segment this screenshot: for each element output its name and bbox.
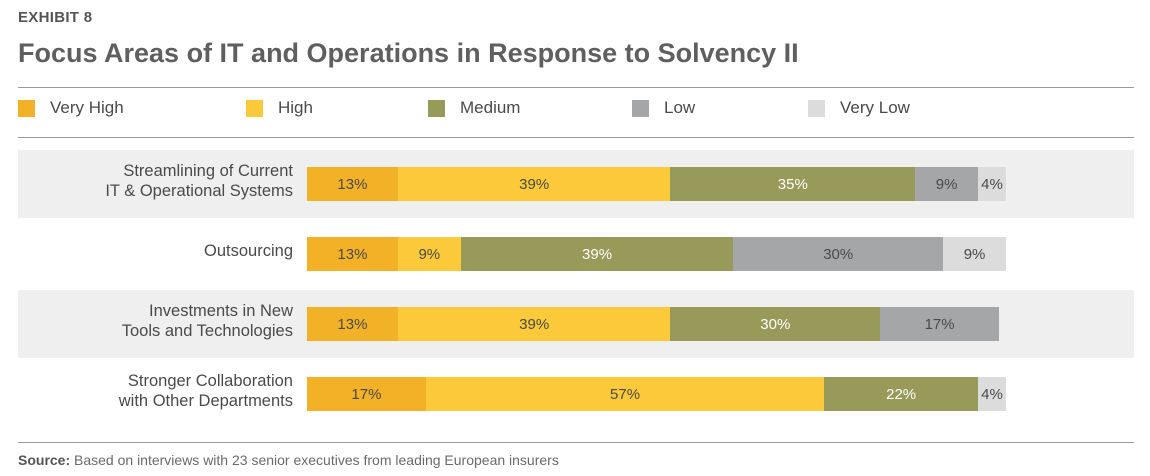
- footer-divider: [18, 442, 1134, 443]
- legend-item: Medium: [428, 98, 520, 118]
- title-divider: [18, 87, 1134, 88]
- legend-label: Low: [664, 98, 696, 117]
- legend-item: High: [246, 98, 313, 118]
- data-label: 30%: [760, 315, 791, 333]
- data-label: 9%: [963, 245, 986, 263]
- bar-segment: 30%: [670, 307, 881, 341]
- legend-swatch: [632, 99, 649, 117]
- bar-segment: 17%: [880, 307, 999, 341]
- bar-segment: 13%: [307, 307, 398, 341]
- data-label: 4%: [981, 385, 1003, 403]
- bar-segment: 9%: [397, 237, 461, 271]
- source-note: Source: Based on interviews with 23 seni…: [18, 452, 559, 468]
- legend-item: Low: [632, 98, 695, 118]
- data-label: 13%: [337, 245, 368, 263]
- legend-label: Medium: [460, 98, 521, 117]
- bar-segment: 30%: [733, 237, 944, 271]
- exhibit-label: EXHIBIT 8: [18, 9, 93, 26]
- chart-legend: Very High High Medium Low Very Low: [18, 98, 1134, 124]
- bar-segment: 22%: [824, 377, 979, 411]
- category-label: Streamlining of Current IT & Operational …: [105, 162, 293, 200]
- bar-segment: 9%: [943, 237, 1006, 271]
- legend-swatch: [18, 99, 35, 117]
- bar-segment: 4%: [978, 167, 1006, 201]
- legend-divider: [18, 137, 1134, 138]
- data-label: 30%: [823, 245, 854, 263]
- bar-segment: 39%: [397, 307, 671, 341]
- bar-segment: 9%: [915, 167, 979, 201]
- category-label: Stronger Collaboration with Other Departm…: [118, 372, 293, 410]
- data-label: 17%: [924, 315, 955, 333]
- data-label: 17%: [351, 385, 382, 403]
- legend-swatch: [428, 99, 445, 117]
- data-label: 39%: [519, 315, 550, 333]
- data-label: 4%: [981, 175, 1003, 193]
- data-label: 13%: [337, 315, 368, 333]
- bar-segment: 39%: [397, 167, 671, 201]
- category-label: Investments in New Tools and Technologies: [121, 302, 293, 340]
- data-label: 39%: [519, 175, 550, 193]
- bar-segment: 13%: [307, 167, 398, 201]
- data-label: 57%: [610, 385, 641, 403]
- legend-item: Very Low: [808, 98, 910, 118]
- category-label: Outsourcing: [204, 242, 293, 260]
- bar-segment: 35%: [670, 167, 916, 201]
- legend-label: High: [278, 98, 313, 117]
- source-text: Based on interviews with 23 senior execu…: [74, 452, 559, 468]
- legend-swatch: [808, 99, 825, 117]
- source-prefix: Source:: [18, 452, 71, 468]
- legend-swatch: [246, 99, 263, 117]
- data-label: 9%: [935, 175, 958, 193]
- bar-segment: 13%: [307, 237, 398, 271]
- data-label: 13%: [337, 175, 368, 193]
- legend-label: Very High: [50, 98, 124, 117]
- data-label: 22%: [886, 385, 917, 403]
- bar-segment: 17%: [307, 377, 426, 411]
- data-label: 35%: [777, 175, 808, 193]
- legend-item: Very High: [18, 98, 124, 118]
- data-label: 39%: [582, 245, 613, 263]
- chart-title: Focus Areas of IT and Operations in Resp…: [18, 38, 799, 68]
- stacked-bar-chart: Streamlining of Current IT & Operational …: [18, 150, 1134, 440]
- bar-segment: 57%: [425, 377, 825, 411]
- bar-segment: 4%: [978, 377, 1006, 411]
- bar-segment: 39%: [460, 237, 734, 271]
- legend-label: Very Low: [840, 98, 910, 117]
- data-label: 9%: [418, 245, 441, 263]
